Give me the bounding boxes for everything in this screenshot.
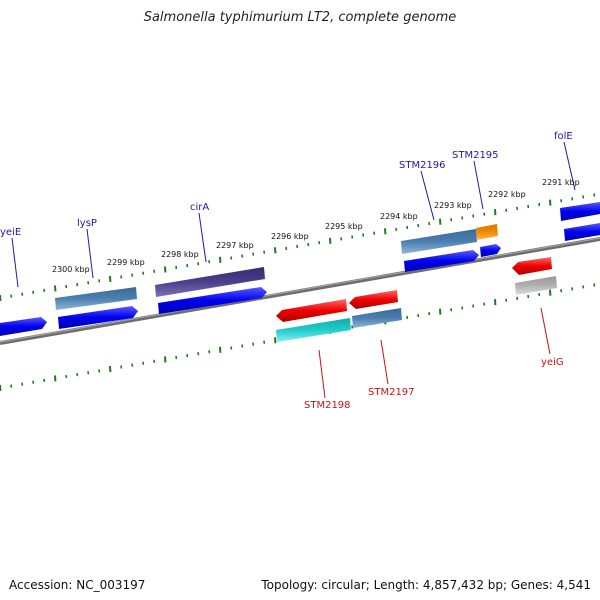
- feature-STM2196-region: [401, 229, 477, 254]
- leader-STM2196: [420, 170, 435, 221]
- genome-backbone-highlight: [0, 237, 600, 343]
- feature-STM2195-region: [476, 224, 498, 240]
- label-leader-lines: [11, 141, 576, 399]
- feature-cirA-region: [155, 267, 265, 297]
- scale-labels: 2300 kbp 2299 kbp 2298 kbp 2297 kbp 2296…: [52, 178, 580, 274]
- gene-label-STM2197: STM2197: [368, 387, 415, 398]
- scale-label: 2299 kbp: [107, 258, 145, 267]
- cds-STM2195: [480, 244, 501, 257]
- gene-label-folE: folE: [554, 131, 573, 142]
- cds-yeiE: [0, 317, 47, 336]
- gene-label-yeiE: yeiE: [0, 227, 21, 238]
- map-title: Salmonella typhimurium LT2, complete gen…: [143, 10, 457, 25]
- genome-backbone: [0, 237, 600, 345]
- gene-label-STM2195: STM2195: [452, 150, 499, 161]
- cds-folE-region: [560, 202, 600, 221]
- genome-summary-text: Topology: circular; Length: 4,857,432 bp…: [261, 578, 591, 592]
- gene-features: [0, 202, 600, 342]
- backbone-group: [0, 237, 600, 345]
- feature-yeiG-region: [515, 276, 557, 295]
- leader-lysP: [86, 228, 94, 279]
- gene-label-STM2198: STM2198: [304, 400, 351, 411]
- leader-STM2195: [473, 160, 484, 210]
- scale-label: 2298 kbp: [161, 250, 199, 259]
- leader-yeiG: [540, 307, 551, 355]
- leader-folE: [563, 141, 576, 191]
- cds-STM2198: [276, 299, 347, 322]
- scale-label: 2297 kbp: [216, 241, 254, 250]
- scale-label: 2292 kbp: [488, 190, 526, 199]
- cds-STM2197: [349, 290, 398, 309]
- leader-cirA: [198, 212, 207, 263]
- scale-label: 2295 kbp: [325, 222, 363, 231]
- cds-cirA: [158, 287, 267, 314]
- scale-label: 2294 kbp: [380, 212, 418, 221]
- scale-label: 2293 kbp: [434, 201, 472, 210]
- feature-STM2198-region: [276, 318, 351, 342]
- cds-folE: [564, 223, 600, 241]
- cds-STM2196: [404, 250, 479, 272]
- gene-label-cirA: cirA: [190, 202, 209, 213]
- feature-lysP-region: [55, 287, 137, 310]
- gene-labels: yeiE lysP cirA STM2196 STM2195 folE STM2…: [0, 131, 573, 411]
- gene-label-yeiG: yeiG: [541, 357, 564, 368]
- cds-yeiG: [512, 257, 552, 275]
- gene-label-STM2196: STM2196: [399, 160, 446, 171]
- outer-tick-track: [0, 193, 596, 302]
- feature-STM2197-region: [352, 308, 402, 328]
- accession-text: Accession: NC_003197: [9, 578, 146, 592]
- scale-label: 2300 kbp: [52, 265, 90, 274]
- leader-STM2197: [380, 339, 389, 385]
- scale-label: 2296 kbp: [271, 232, 309, 241]
- scale-label: 2291 kbp: [542, 178, 580, 187]
- cds-lysP: [58, 306, 138, 329]
- gene-label-lysP: lysP: [77, 218, 97, 229]
- leader-yeiE: [11, 237, 19, 288]
- leader-STM2198: [318, 349, 326, 399]
